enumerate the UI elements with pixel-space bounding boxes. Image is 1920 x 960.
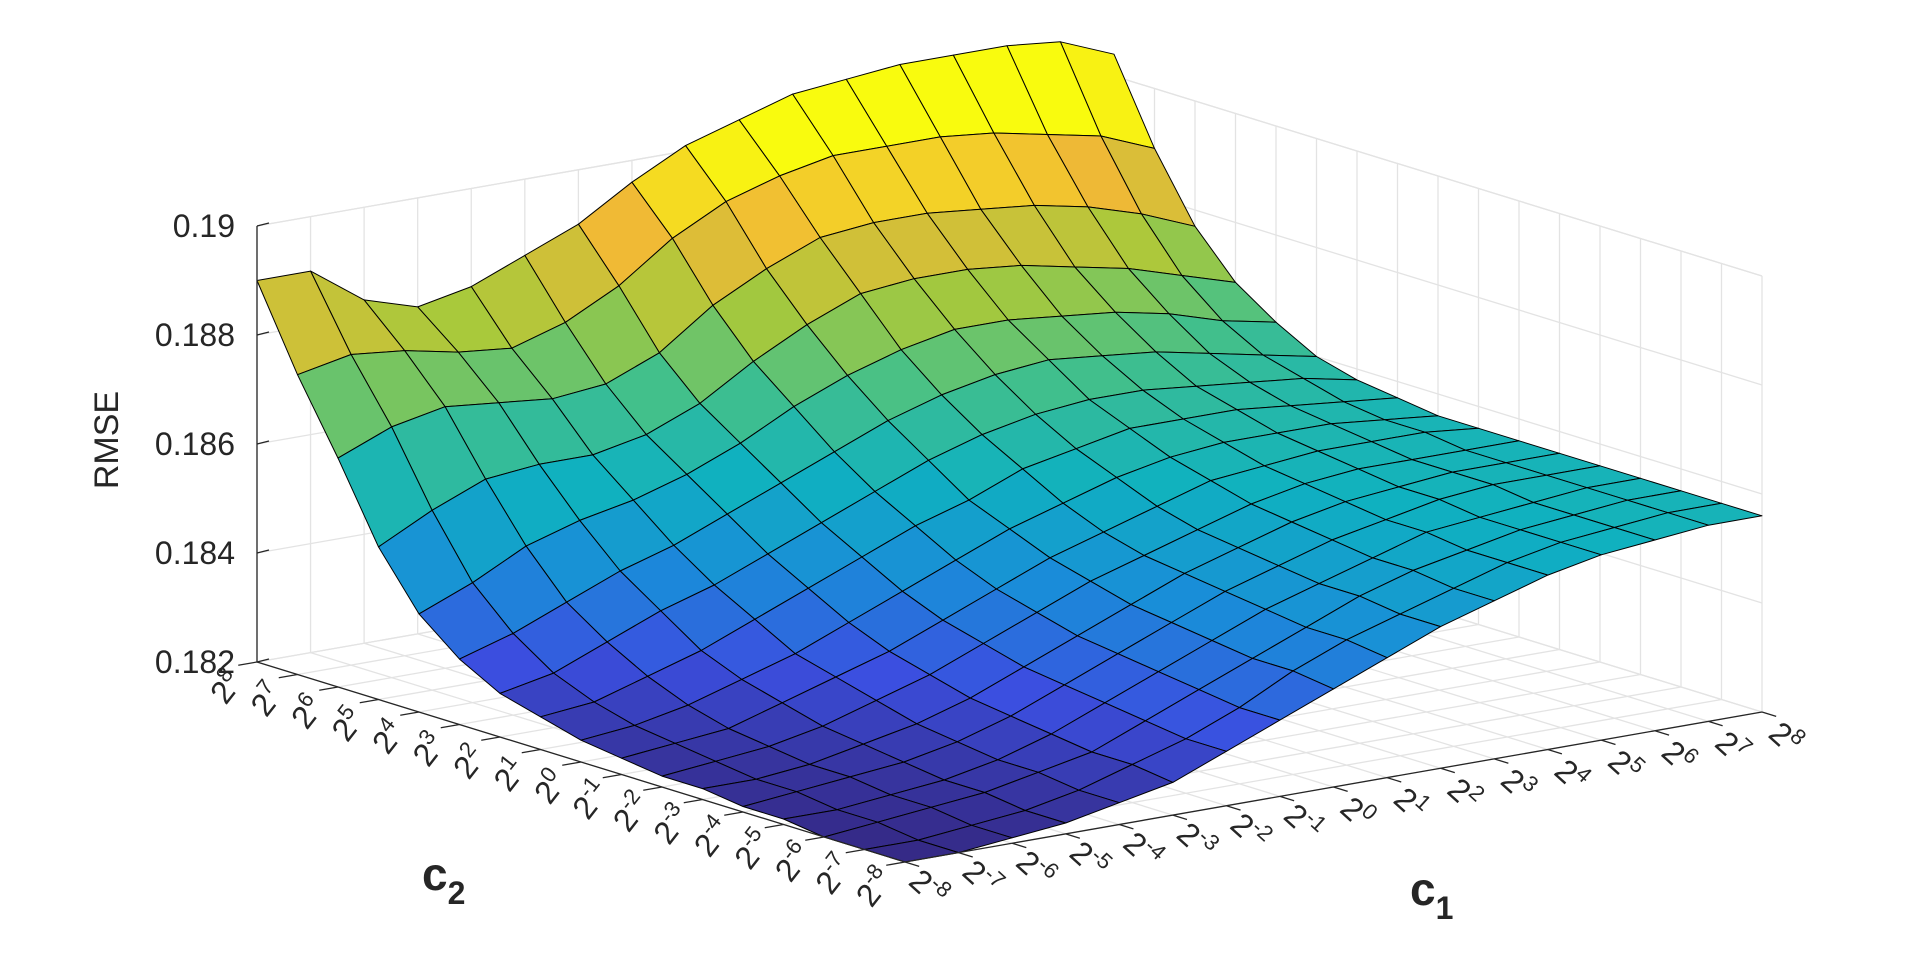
- y-axis-label-subscript: 2: [448, 875, 466, 911]
- x-tick-label: 26: [1655, 730, 1704, 780]
- x-tick-mark: [1386, 777, 1402, 783]
- x-tick-mark: [1601, 739, 1616, 746]
- x-tick-label: 25: [1601, 740, 1650, 790]
- y-tick-mark: [724, 811, 744, 816]
- y-tick-mark: [521, 748, 541, 754]
- x-tick-mark: [1333, 786, 1348, 792]
- y-tick-label: 28: [200, 662, 250, 710]
- x-tick-mark: [1172, 814, 1188, 821]
- x-axis-label-base: c: [1410, 863, 1436, 915]
- y-tick-mark: [319, 686, 339, 691]
- x-tick-mark: [1547, 748, 1563, 755]
- y-tick-mark: [238, 661, 258, 666]
- z-tick-label: 0.19: [173, 208, 235, 244]
- x-tick-mark: [1761, 711, 1777, 717]
- z-tick-mark: [256, 658, 270, 663]
- y-tick-mark: [602, 773, 622, 779]
- y-tick-label: 22: [443, 737, 493, 785]
- y-tick-mark: [481, 736, 501, 741]
- x-tick-mark: [904, 861, 920, 867]
- z-tick-label: 0.186: [155, 426, 235, 462]
- x-tick-label: 23: [1494, 758, 1543, 808]
- y-tick-mark: [359, 698, 379, 704]
- y-tick-label: 24: [362, 712, 412, 760]
- y-tick-label: 21: [483, 749, 533, 797]
- x-axis-label: c1: [1410, 863, 1453, 926]
- x-tick-label: 20: [1334, 786, 1383, 836]
- x-tick-mark: [1065, 833, 1081, 839]
- y-tick-mark: [886, 861, 906, 866]
- z-tick-mark: [256, 549, 270, 554]
- x-tick-label: 21: [1387, 777, 1436, 827]
- x-tick-label: 2-2: [1224, 803, 1279, 858]
- x-axis-label-subscript: 1: [1436, 890, 1454, 926]
- y-axis-label: c2: [422, 848, 465, 911]
- x-tick-mark: [1440, 767, 1455, 774]
- x-tick-label: 27: [1709, 721, 1758, 771]
- y-tick-label: 27: [240, 674, 290, 722]
- x-tick-mark: [1226, 805, 1241, 811]
- surface: [256, 41, 1763, 863]
- x-tick-label: 22: [1441, 768, 1490, 818]
- y-tick-mark: [764, 823, 784, 829]
- x-tick-label: 2-1: [1277, 793, 1332, 848]
- x-tick-mark: [1279, 795, 1295, 802]
- x-tick-mark: [1493, 758, 1509, 764]
- x-tick-label: 2-5: [1063, 831, 1118, 886]
- x-tick-label: 2-7: [956, 850, 1011, 905]
- y-tick-mark: [643, 786, 663, 791]
- y-tick-label: 26: [281, 687, 331, 735]
- x-tick-label: 2-6: [1010, 840, 1065, 895]
- x-tick-mark: [1654, 730, 1670, 736]
- z-tick-mark: [256, 331, 270, 336]
- x-tick-label: 28: [1762, 711, 1811, 761]
- y-tick-mark: [805, 836, 825, 841]
- y-tick-mark: [683, 798, 703, 804]
- y-tick-label: 25: [321, 699, 371, 747]
- x-tick-mark: [1011, 842, 1027, 849]
- y-tick-label: 23: [402, 724, 452, 772]
- y-tick-mark: [845, 848, 865, 854]
- y-tick-mark: [562, 761, 582, 766]
- z-axis-label: RMSE: [88, 391, 126, 489]
- z-tick-label: 0.188: [155, 317, 235, 353]
- x-tick-label: 2-4: [1117, 821, 1172, 876]
- x-tick-label: 24: [1548, 749, 1597, 799]
- y-axis-label-base: c: [422, 848, 448, 900]
- y-tick-label: 20: [524, 762, 574, 810]
- y-tick-label: 2-8: [845, 859, 900, 913]
- x-tick-mark: [958, 852, 973, 858]
- y-tick-mark: [400, 711, 420, 716]
- x-tick-mark: [1119, 823, 1134, 830]
- y-tick-mark: [278, 673, 298, 679]
- z-tick-label: 0.182: [155, 644, 235, 680]
- y-tick-mark: [440, 723, 460, 729]
- x-tick-mark: [1708, 720, 1723, 727]
- axis-labels: RMSE c1 c2: [88, 391, 1453, 926]
- z-tick-label: 0.184: [155, 535, 235, 571]
- z-tick-mark: [256, 222, 270, 227]
- x-tick-label: 2-8: [902, 859, 957, 914]
- x-tick-label: 2-3: [1170, 812, 1225, 867]
- z-tick-mark: [256, 440, 270, 445]
